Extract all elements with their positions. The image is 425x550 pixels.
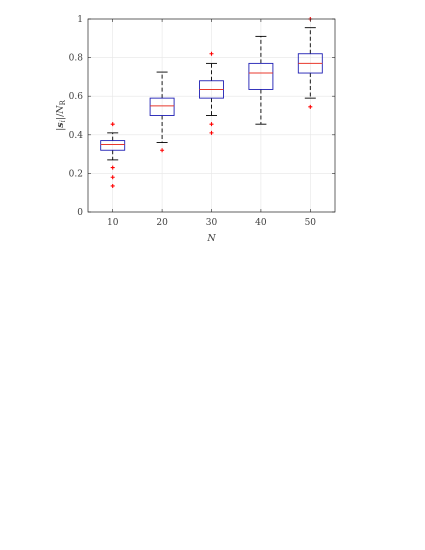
outlier-30-1 (209, 122, 214, 127)
x-tick-label-40: 40 (255, 218, 267, 228)
y-tick-label-1: 0.2 (69, 169, 83, 179)
outlier-10-3 (110, 183, 115, 188)
outlier-30-0 (209, 51, 214, 56)
y-label-sub-i: i (59, 120, 67, 122)
box-group-30 (199, 51, 224, 135)
box-plot-series (100, 17, 323, 188)
y-tick-label-4: 0.8 (69, 54, 84, 64)
outlier-10-2 (110, 175, 115, 180)
box-group-50 (297, 17, 323, 109)
outlier-10-1 (110, 165, 115, 170)
x-tick-label-50: 50 (305, 218, 317, 228)
y-axis-label: |si|/NR (55, 99, 67, 131)
y-tick-label-3: 0.6 (69, 92, 84, 102)
outlier-10-0 (110, 122, 115, 127)
x-tick-label-10: 10 (107, 218, 119, 228)
outlier-20-0 (160, 148, 165, 153)
box-40 (248, 62, 274, 90)
box-group-20 (149, 71, 175, 153)
y-label-mid: |/ (55, 113, 66, 120)
y-label-bar-left: | (55, 128, 66, 131)
box-group-10 (100, 122, 126, 188)
outlier-50-1 (308, 104, 313, 109)
y-tick-label-2: 0.4 (69, 131, 84, 141)
y-tick-label-5: 1 (77, 15, 83, 25)
box-10 (100, 140, 126, 151)
outlier-30-2 (209, 130, 214, 135)
x-tick-label-30: 30 (206, 218, 218, 228)
y-label-sub-r: R (59, 99, 67, 105)
x-axis-label: N (206, 233, 216, 244)
box-20 (149, 97, 175, 116)
y-tick-label-0: 0 (77, 208, 83, 218)
axis-ticks: 0 0.2 0.4 0.6 0.8 1 10 20 30 40 50 (69, 15, 335, 228)
x-tick-label-20: 20 (156, 218, 168, 228)
y-label-n: N (55, 105, 66, 115)
box-group-40 (248, 35, 274, 125)
y-label-s: s (55, 122, 66, 128)
